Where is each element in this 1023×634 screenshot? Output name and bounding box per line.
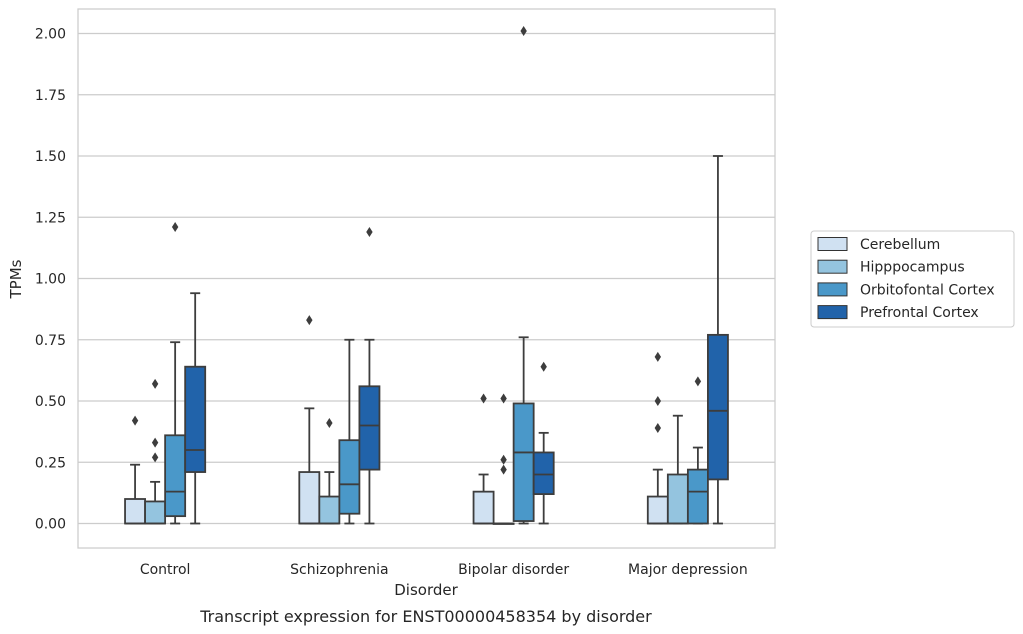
y-tick-label: 1.25 [35, 210, 66, 226]
legend-swatch [817, 282, 848, 297]
box-2-1 [338, 338, 361, 525]
x-tick-label: Control [140, 562, 191, 578]
chart-caption: Transcript expression for ENST0000045835… [199, 607, 652, 626]
plot-frame [77, 8, 776, 549]
outlier-point [306, 315, 313, 326]
box-iqr [472, 490, 495, 525]
y-tick-label: 2.00 [35, 27, 66, 43]
outlier-point [480, 393, 487, 404]
box-iqr [124, 498, 146, 525]
outlier-point [540, 361, 547, 372]
box-3-0 [184, 292, 207, 525]
box-3-3 [707, 155, 729, 525]
box-1-3 [666, 414, 689, 525]
outlier-point [520, 26, 527, 37]
box-iqr [184, 365, 207, 473]
legend-entry: Cerebellum [860, 237, 940, 253]
legend-entry: Hipppocampus [860, 260, 965, 276]
box-0-3 [646, 351, 669, 525]
box-3-1 [358, 226, 381, 525]
outlier-point [654, 422, 662, 433]
box-iqr [532, 451, 555, 496]
box-series [124, 26, 729, 525]
legend-entry: Prefrontal Cortex [860, 305, 979, 321]
y-axis-title: TPMs [7, 259, 25, 299]
box-1-2 [492, 393, 515, 525]
box-0-1 [298, 315, 321, 525]
outlier-point [366, 226, 373, 237]
box-0-0 [124, 415, 146, 525]
box-iqr [164, 434, 187, 518]
box-2-2 [512, 26, 535, 525]
box-iqr [707, 333, 729, 481]
y-tick-label: 1.50 [35, 149, 66, 165]
x-tick-label: Major depression [628, 562, 748, 578]
y-tick-labels: 0.00 0.25 0.50 0.75 1.00 1.25 1.50 1.75 2.00 [35, 27, 66, 533]
x-tick-label: Schizophrenia [290, 562, 388, 578]
y-tick-label: 0.75 [35, 333, 66, 349]
legend-swatch [817, 237, 848, 251]
x-axis-title: Disorder [394, 581, 458, 599]
legend-entry: Orbitofontal Cortex [860, 282, 995, 298]
x-tick-label: Bipolar disorder [458, 562, 569, 578]
box-iqr [298, 471, 321, 525]
y-tick-label: 0.25 [35, 455, 66, 471]
outlier-point [151, 437, 159, 448]
y-tick-label: 0.00 [35, 517, 66, 533]
outlier-point [151, 452, 159, 463]
outlier-point [326, 418, 333, 429]
box-iqr [318, 495, 341, 525]
box-iqr [512, 402, 535, 522]
box-iqr [686, 468, 709, 525]
outlier-point [654, 351, 662, 362]
outlier-point [654, 396, 662, 406]
y-tick-label: 1.00 [35, 272, 66, 288]
legend-frame [810, 230, 1015, 328]
outlier-point [131, 415, 139, 426]
legend: Cerebellum Hipppocampus Orbitofontal Corte… [810, 230, 1015, 328]
box-iqr [144, 500, 167, 525]
box-0-2 [472, 393, 495, 525]
box-2-0 [164, 222, 187, 525]
box-3-2 [532, 361, 555, 525]
x-tick-labels: Control Schizophrenia Bipolar disorder Majo… [140, 562, 748, 578]
box-iqr [358, 385, 381, 471]
outlier-point [171, 222, 179, 233]
legend-swatch [817, 259, 848, 274]
box-iqr [666, 473, 689, 525]
outlier-point [500, 393, 507, 404]
outlier-point [500, 464, 507, 475]
legend-swatch [817, 305, 848, 320]
outlier-point [694, 376, 702, 387]
box-1-0 [144, 378, 167, 525]
y-tick-label: 1.75 [35, 88, 66, 104]
box-iqr [646, 495, 669, 525]
outlier-point [151, 378, 159, 389]
y-tick-label: 0.50 [35, 394, 66, 410]
box-2-3 [686, 376, 709, 525]
box-iqr [338, 439, 361, 515]
outlier-point [500, 454, 507, 465]
